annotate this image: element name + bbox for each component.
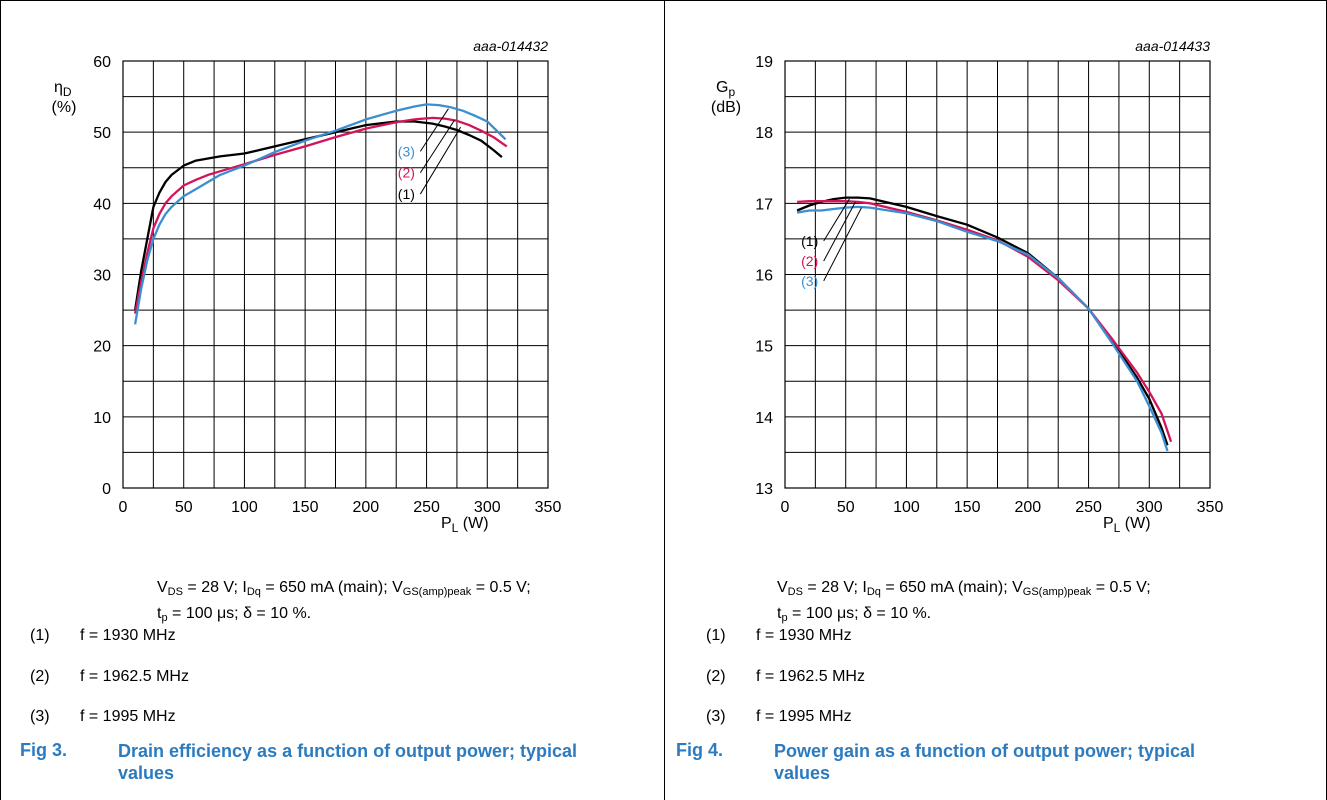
callout-label-2: (2) [398, 165, 415, 181]
note-3: (3) f = 1995 MHz [706, 708, 852, 725]
figure-number: Fig 4. [676, 740, 724, 760]
note-3: (3) f = 1995 MHz [30, 708, 176, 725]
y-axis-label: Gp [716, 79, 735, 99]
x-tick-label: 50 [837, 499, 855, 516]
callout-label-3: (3) [801, 273, 818, 289]
series-line-1 [133, 120, 503, 311]
frame-left [0, 0, 1, 800]
series-line-3 [796, 205, 1169, 452]
x-tick-label: 300 [474, 499, 501, 516]
y-tick-label: 16 [755, 268, 773, 285]
x-tick-label: 150 [954, 499, 981, 516]
y-tick-label: 60 [93, 54, 111, 71]
x-tick-label: 300 [1136, 499, 1163, 516]
x-tick-label: 200 [1015, 499, 1042, 516]
figure-panel-right: 0 50 100 150 200 250 300 350 13 14 15 16 17 18 19 aaa-0… [664, 0, 1327, 800]
note-2: (2) f = 1962.5 MHz [30, 668, 189, 685]
y-tick-label: 14 [755, 410, 773, 427]
x-axis-label: PL (W) [1103, 515, 1151, 535]
x-tick-label: 0 [781, 499, 790, 516]
figure-panel-left: 0 50 100 150 200 250 300 350 0 10 20 30 40 50 60 aaa-01… [20, 38, 578, 783]
series-line-2 [797, 200, 1173, 443]
x-tick-label: 0 [119, 499, 128, 516]
x-tick-label: 100 [893, 499, 920, 516]
figure-title: Power gain as a function of output power… [774, 741, 1196, 783]
y-tick-label: 13 [755, 481, 773, 498]
plot-frame [122, 60, 549, 489]
x-tick-label: 50 [175, 499, 193, 516]
callout-leader [419, 119, 455, 173]
callout-leader [419, 126, 461, 195]
callout-leader [823, 198, 850, 242]
note-2: (2) f = 1962.5 MHz [706, 668, 865, 685]
test-conditions: VDS = 28 V; IDq = 650 mA (main); VGS(amp… [777, 579, 1151, 624]
plot-frame [784, 60, 1211, 489]
chart-drain-efficiency: 0 50 100 150 200 250 300 350 0 10 20 30 40 50 60 aaa-01… [52, 38, 562, 535]
x-tick-label: 250 [1075, 499, 1102, 516]
chart-power-gain: 0 50 100 150 200 250 300 350 13 14 15 16 17 18 19 aaa-0… [711, 38, 1224, 535]
figure-title: Drain efficiency as a function of output… [118, 741, 578, 783]
note-1: (1) f = 1930 MHz [30, 627, 176, 644]
x-tick-label: 100 [231, 499, 258, 516]
callout-leader [823, 207, 862, 282]
callout-label-1: (1) [801, 233, 818, 249]
x-axis-label: PL (W) [441, 515, 489, 535]
y-tick-label: 17 [755, 196, 773, 213]
x-tick-label: 200 [353, 499, 380, 516]
callout-leader [823, 201, 856, 262]
test-conditions: VDS = 28 V; IDq = 650 mA (main); VGS(amp… [157, 579, 531, 624]
y-tick-label: 18 [755, 125, 773, 142]
y-axis-unit: (%) [52, 99, 77, 116]
y-tick-label: 19 [755, 54, 773, 71]
y-tick-label: 20 [93, 339, 111, 356]
y-tick-label: 40 [93, 196, 111, 213]
series-line-1 [796, 196, 1169, 446]
x-tick-label: 150 [292, 499, 319, 516]
figure-number: Fig 3. [20, 740, 68, 760]
callout-leader [419, 108, 449, 152]
series-line-2 [133, 116, 508, 314]
x-tick-label: 250 [413, 499, 440, 516]
y-tick-label: 10 [93, 410, 111, 427]
figure-code: aaa-014433 [1135, 38, 1210, 54]
y-axis-label: ηD [54, 79, 72, 99]
y-tick-label: 30 [93, 268, 111, 285]
y-axis-unit: (dB) [711, 99, 741, 116]
y-tick-label: 15 [755, 339, 773, 356]
figure-code: aaa-014432 [473, 38, 548, 54]
callout-label-3: (3) [398, 143, 415, 159]
series-line-3 [133, 103, 507, 325]
callout-label-2: (2) [801, 253, 818, 269]
callout-label-1: (1) [398, 186, 415, 202]
frame-top [0, 0, 1327, 1]
x-tick-label: 350 [1197, 499, 1224, 516]
note-1: (1) f = 1930 MHz [706, 627, 852, 644]
y-tick-label: 0 [102, 481, 111, 498]
y-tick-label: 50 [93, 125, 111, 142]
frame-divider [664, 0, 665, 800]
x-tick-label: 350 [535, 499, 562, 516]
